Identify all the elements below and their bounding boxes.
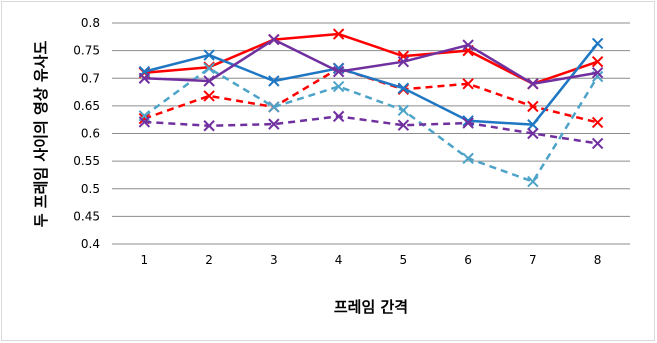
x-tick-label: 4 bbox=[335, 253, 343, 267]
x-tick-label: 1 bbox=[141, 253, 149, 267]
y-tick-label: 0.8 bbox=[81, 16, 100, 30]
y-tick-label: 0.65 bbox=[73, 99, 100, 113]
x-tick-labels: 1 2 3 4 5 6 7 8 bbox=[141, 253, 602, 267]
series-2 bbox=[139, 63, 602, 127]
x-tick-label: 8 bbox=[594, 253, 602, 267]
y-tick-labels: 0.8 0.75 0.7 0.65 0.6 0.55 0.5 0.45 0.4 bbox=[73, 16, 100, 251]
y-tick-label: 0.6 bbox=[81, 127, 100, 141]
x-tick-label: 7 bbox=[529, 253, 537, 267]
y-tick-label: 0.55 bbox=[73, 154, 100, 168]
y-tick-label: 0.75 bbox=[73, 44, 100, 58]
y-axis-title: 두 프레임 사이의 영상 유사도 bbox=[32, 41, 50, 228]
series-5 bbox=[139, 35, 602, 89]
y-tick-label: 0.5 bbox=[81, 182, 100, 196]
y-tick-label: 0.4 bbox=[81, 237, 100, 251]
x-axis-title: 프레임 간격 bbox=[334, 298, 408, 316]
data-point-marker bbox=[593, 138, 603, 148]
x-tick-label: 2 bbox=[205, 253, 213, 267]
x-tick-label: 6 bbox=[464, 253, 472, 267]
data-point-marker bbox=[593, 38, 603, 48]
series-group bbox=[139, 29, 602, 187]
y-tick-label: 0.45 bbox=[73, 209, 100, 223]
gridlines bbox=[112, 23, 630, 216]
series-6 bbox=[139, 111, 602, 148]
x-tick-label: 5 bbox=[400, 253, 408, 267]
x-tick-label: 3 bbox=[270, 253, 278, 267]
y-tick-label: 0.7 bbox=[81, 71, 100, 85]
